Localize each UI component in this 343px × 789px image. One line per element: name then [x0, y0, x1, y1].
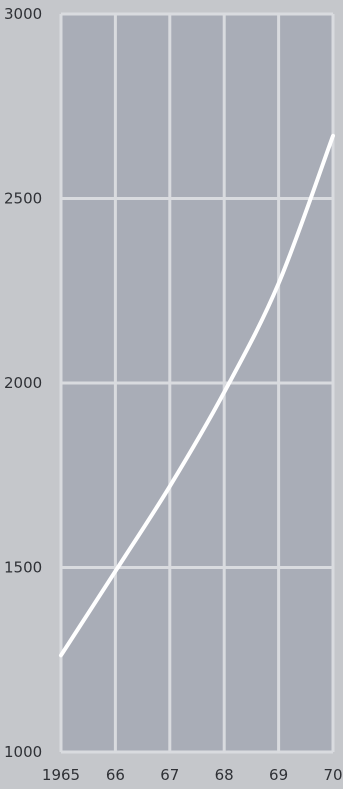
y-tick-label: 3000 — [4, 5, 42, 23]
x-tick-label: 66 — [106, 766, 125, 784]
line-layer — [59, 133, 335, 658]
x-tick-label: 67 — [160, 766, 179, 784]
x-tick-label: 68 — [215, 766, 234, 784]
x-tick-label: 69 — [269, 766, 288, 784]
x-tick-label: 1965 — [42, 766, 80, 784]
y-tick-label: 2000 — [4, 374, 42, 392]
y-axis-labels: 1000 1500 2000 2500 3000 — [4, 5, 42, 761]
x-tick-label: 70 — [323, 766, 342, 784]
y-tick-label: 2500 — [4, 190, 42, 208]
y-tick-label: 1500 — [4, 559, 42, 577]
series-line — [59, 133, 335, 658]
y-tick-label: 1000 — [4, 743, 42, 761]
x-axis-labels: 1965 66 67 68 69 70 — [42, 766, 343, 784]
